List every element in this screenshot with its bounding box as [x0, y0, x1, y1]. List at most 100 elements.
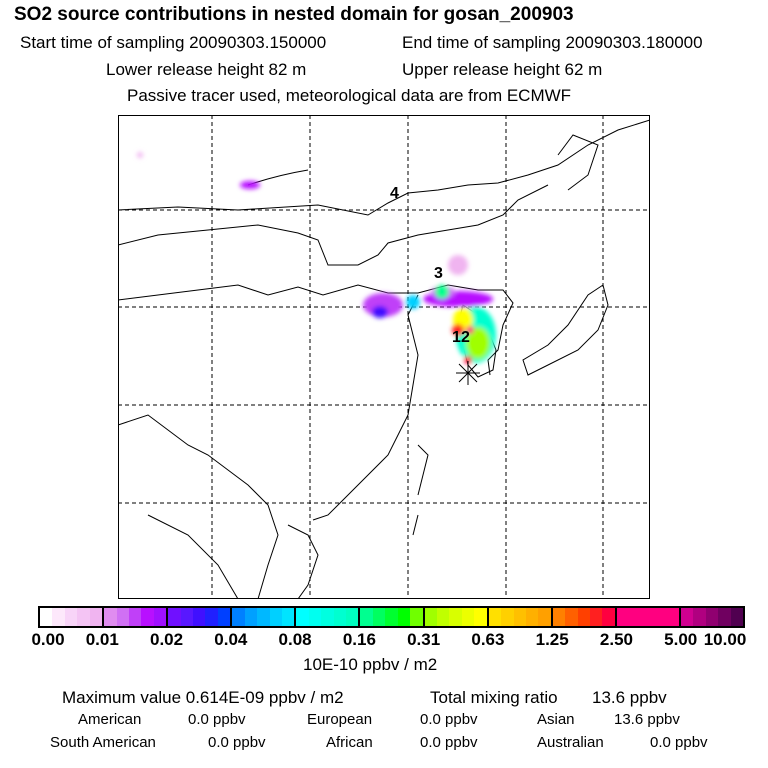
map-frame [118, 115, 650, 599]
colorbar-cell [552, 608, 566, 626]
colorbar-cell [397, 608, 411, 626]
colorbar-cell [141, 608, 154, 626]
region-value: 0.0 ppbv [208, 734, 266, 751]
colorbar-tick-label: 1.25 [535, 630, 569, 649]
colorbar-tick-label: 0.01 [85, 630, 119, 649]
colorbar-cell [501, 608, 514, 626]
total-mixing-value: 13.6 ppbv [592, 688, 667, 707]
colorbar-cell [64, 608, 78, 626]
colorbar-cell [513, 608, 526, 626]
colorbar-cell [641, 608, 655, 626]
colorbar-cell [449, 608, 462, 626]
tracer-note: Passive tracer used, meteorological data… [127, 86, 572, 105]
colorbar-cell [296, 608, 309, 626]
colorbar-cell [705, 608, 719, 626]
colorbar-cell [232, 608, 245, 626]
colorbar-segment [680, 608, 744, 626]
colorbar-cell [730, 608, 744, 626]
colorbar-segment [104, 608, 169, 626]
region-value: 0.0 ppbv [420, 711, 478, 728]
colorbar-cell [116, 608, 129, 626]
region-value: 0.0 ppbv [188, 711, 246, 728]
region-name: Australian [537, 734, 604, 751]
receptor-label-3: 3 [434, 265, 443, 282]
map-plot: 4 3 1 2 [118, 115, 650, 599]
receptor-label-4: 4 [390, 185, 399, 202]
colorbar-tick-label: 0.16 [342, 630, 376, 649]
colorbar-segment [296, 608, 361, 626]
colorbar-cell [602, 608, 615, 626]
colorbar-cell [89, 608, 103, 626]
colorbar-unit: 10E-10 ppbv / m2 [303, 655, 438, 674]
colorbar-tick-label: 0.02 [149, 630, 184, 649]
colorbar-cell [461, 608, 475, 626]
colorbar-cell [346, 608, 359, 626]
plume-layer [137, 152, 496, 364]
max-value: Maximum value 0.614E-09 ppbv / m2 [62, 688, 344, 707]
colorbar-cell [525, 608, 539, 626]
colorbar-cell [281, 608, 295, 626]
upper-release-height: Upper release height 62 m [402, 60, 603, 79]
start-time: Start time of sampling 20090303.150000 [20, 33, 327, 52]
colorbar-cell [257, 608, 270, 626]
region-name: American [78, 711, 142, 728]
colorbar-cell [217, 608, 231, 626]
colorbar-cell [153, 608, 167, 626]
colorbar-cell [104, 608, 117, 626]
region-value: 0.0 ppbv [650, 734, 708, 751]
colorbar-cell [654, 608, 667, 626]
colorbar-cell [180, 608, 194, 626]
colorbar-cell [474, 608, 487, 626]
colorbar-cell [269, 608, 282, 626]
colorbar-segment [616, 608, 681, 626]
colorbar-cell [436, 608, 450, 626]
colorbar-cell [629, 608, 642, 626]
colorbar-tick-label: 0.00 [31, 630, 65, 649]
colorbar-cell [385, 608, 398, 626]
colorbar-cell [680, 608, 694, 626]
receptor-label-2: 2 [461, 329, 470, 346]
colorbar-cell [616, 608, 630, 626]
colorbar-cell [52, 608, 65, 626]
region-value: 13.6 ppbv [614, 711, 680, 728]
end-time: End time of sampling 20090303.180000 [402, 33, 703, 52]
region-name: Asian [537, 711, 575, 728]
region-value: 0.0 ppbv [420, 734, 478, 751]
colorbar-cell [193, 608, 206, 626]
colorbar-cell [40, 608, 53, 626]
receptor-label-1: 1 [452, 329, 461, 346]
colorbar-tick-label: 0.08 [278, 630, 312, 649]
colorbar-segment [360, 608, 425, 626]
colorbar-segment [488, 608, 553, 626]
colorbar-segment [232, 608, 297, 626]
colorbar-tick-label: 0.31 [407, 630, 441, 649]
colorbar-tick-label: 0.04 [214, 630, 248, 649]
colorbar-cell [718, 608, 731, 626]
colorbar-cell [372, 608, 386, 626]
colorbar-cell [205, 608, 218, 626]
colorbar-cell [488, 608, 502, 626]
colorbar-cell [128, 608, 142, 626]
colorbar-tick-label: 10.00 [703, 630, 747, 649]
colorbar-segment [40, 608, 105, 626]
colorbar-cell [666, 608, 679, 626]
colorbar-cell [321, 608, 334, 626]
colorbar-tick-label: 2.50 [599, 630, 633, 649]
colorbar-cell [244, 608, 258, 626]
colorbar-cell [77, 608, 90, 626]
colorbar-cell [577, 608, 591, 626]
region-name: South American [50, 734, 156, 751]
colorbar-cell [693, 608, 706, 626]
colorbar-segment [552, 608, 617, 626]
colorbar-cell [360, 608, 373, 626]
colorbar-tick-label: 0.63 [471, 630, 505, 649]
colorbar-cell [538, 608, 551, 626]
colorbar-cell [410, 608, 423, 626]
region-name: African [326, 734, 373, 751]
colorbar-cell [168, 608, 181, 626]
colorbar-cell [590, 608, 603, 626]
colorbar-segment [424, 608, 489, 626]
colorbar-cell [424, 608, 437, 626]
colorbar [38, 606, 745, 628]
